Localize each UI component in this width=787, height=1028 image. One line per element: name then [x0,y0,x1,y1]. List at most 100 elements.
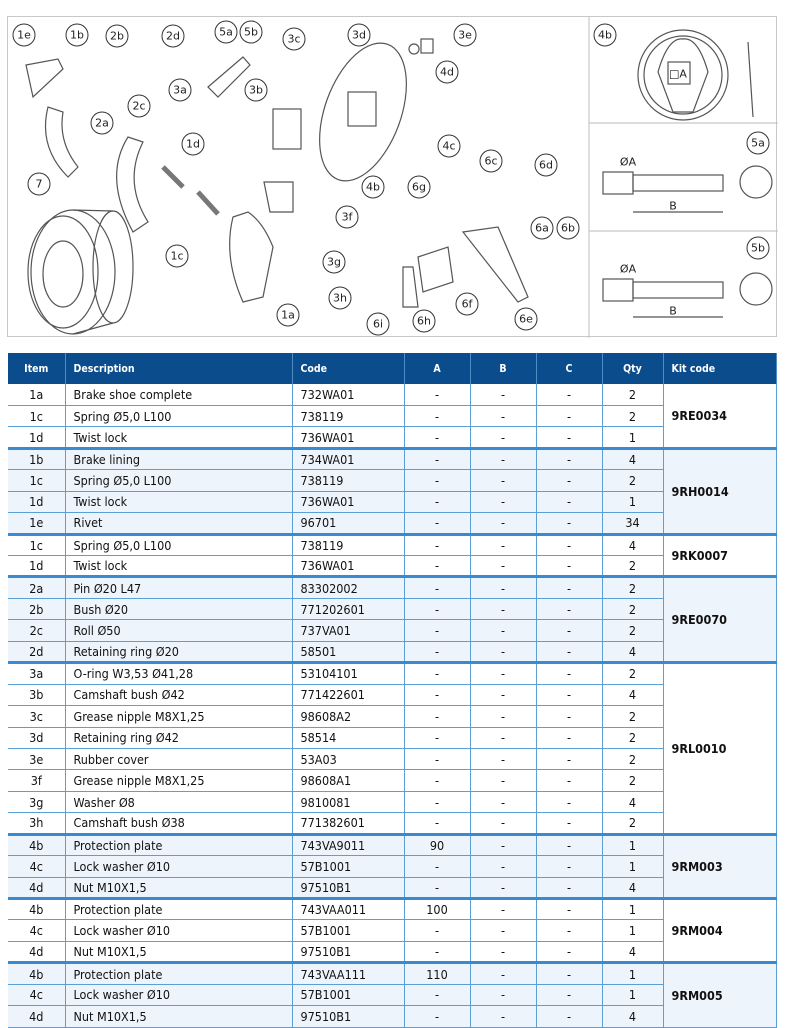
cell-c: - [536,661,603,685]
callout-6h: 6h [412,309,436,333]
cell-b: - [470,384,537,406]
cell-description: Bush Ø20 [65,598,293,621]
callout-6a: 6a [530,216,554,240]
table-row: 3c Grease nipple M8X1,25 98608A2- - -2 [8,705,777,728]
cell-qty: 1 [602,855,664,878]
callout-text: 4c [442,140,455,153]
table-row: 1d Twist lock 736WA01- - -1 [8,491,777,514]
cell-description: Twist lock [65,426,293,449]
callout-text: 6b [561,222,575,235]
cell-qty: 2 [602,748,664,771]
cell-qty: 4 [602,684,664,707]
cell-description: Nut M10X1,5 [65,941,293,964]
cell-b: - [470,855,537,878]
callout-text: 6h [417,315,431,328]
cell-qty: 1 [602,832,664,857]
table-row: 1c Spring Ø5,0 L100 738119- - -4 9RK0007 [8,532,777,578]
callout-6g: 6g [407,175,431,199]
table-row: 3d Retaining ring Ø42 58514- - -2 [8,727,777,749]
table-row: 4d Nut M10X1,5 97510B1- - -4 [8,1005,777,1028]
cell-qty: 1 [602,961,664,985]
cell-c: - [536,941,603,964]
cell-item: 2b [8,598,66,621]
cell-code: 738119 [292,469,405,492]
cell-qty: 2 [602,661,664,685]
cell-a: - [404,491,471,514]
cell-item: 4c [8,919,66,942]
callout-text: 3a [173,84,187,97]
callout-6e: 6e [514,307,538,331]
cell-item: 4b [8,832,66,857]
callout-text: 5a [751,137,765,150]
table-row: 4b Protection plate 743VAA111 110- -1 9RM005 [8,961,777,1028]
callout-text: 5b [244,26,258,39]
callout-2d: 2d [161,24,185,48]
cell-description: O-ring W3,53 Ø41,28 [65,661,293,685]
cell-a: - [404,919,471,942]
callout-6c: 6c [479,149,503,173]
cell-description: Spring Ø5,0 L100 [65,469,293,492]
cell-a: 100 [404,896,471,921]
cell-qty: 4 [602,941,664,964]
callout-6f: 6f [455,292,479,316]
cell-description: Grease nipple M8X1,25 [65,769,293,792]
cell-c: - [536,832,603,857]
cell-a: 110 [404,961,471,985]
callout-text: 6i [373,318,383,331]
cell-qty: 2 [602,575,664,599]
cell-b: - [470,575,537,599]
diagram-drawing: 1e 1b 2b 2d 5a 5b 3c 3d 3e 4d 3a 3b 2c 2a 1d 4c 6c 6d 7 4b 6… [12,17,778,338]
cell-code: 732WA01 [292,384,405,406]
table-row: 2a Pin Ø20 L47 83302002- - -2 9RE0070 [8,575,777,664]
cell-item: 4c [8,984,66,1007]
cell-b: - [470,512,537,535]
table-row: 1c Spring Ø5,0 L100 738119- - -2 [8,469,777,492]
callout-1b: 1b [65,23,89,47]
cell-item: 4b [8,961,66,985]
table-row: 4c Lock washer Ø10 57B1001- - -1 [8,855,777,878]
cell-description: Brake lining [65,446,293,471]
cell-code: 53A03 [292,748,405,771]
cell-item: 3a [8,661,66,685]
cell-c: - [536,469,603,492]
cell-kit-code: 9RM003 [663,832,777,900]
callout-4c: 4c [437,134,461,158]
cell-description: Retaining ring Ø42 [65,727,293,749]
cell-qty: 2 [602,555,664,578]
table-header-row: Item Description Code A B C Qty Kit code [8,353,777,384]
table-row: 4d Nut M10X1,5 97510B1- - -4 [8,941,777,964]
callout-text: 7 [36,178,43,191]
table-row: 4b Protection plate 743VAA011 100- -1 9RM004 [8,896,777,964]
table-row: 3e Rubber cover 53A03- - -2 [8,748,777,771]
cell-c: - [536,855,603,878]
cell-a: - [404,619,471,642]
cell-a: - [404,877,471,900]
cell-code: 771202601 [292,598,405,621]
callout-text: 2a [95,117,109,130]
cell-item: 4c [8,855,66,878]
header-a: A [404,353,471,384]
cell-c: - [536,812,603,835]
cell-a: - [404,575,471,599]
cell-kit-code: 9RE0034 [663,384,777,449]
protection-plate-drawing [319,42,407,182]
table-row: 3f Grease nipple M8X1,25 98608A1- - -2 [8,769,777,792]
table-row: 4c Lock washer Ø10 57B1001- - -1 [8,919,777,942]
cell-b: - [470,791,537,814]
callout-text: 6f [462,298,474,311]
cell-b: - [470,961,537,985]
cell-code: 53104101 [292,661,405,685]
dim-b-5a: B [669,200,677,213]
cell-description: Pin Ø20 L47 [65,575,293,599]
cell-a: - [404,532,471,557]
cell-qty: 4 [602,1005,664,1028]
cell-b: - [470,532,537,557]
cell-b: - [470,469,537,492]
cell-b: - [470,919,537,942]
cell-qty: 4 [602,532,664,557]
cell-kit-code: 9RE0070 [663,575,777,664]
cell-item: 3b [8,684,66,707]
table-row: 4b Protection plate 743VA9011 90- -1 9RM003 [8,832,777,900]
cell-b: - [470,984,537,1007]
cell-kit-code: 9RH0014 [663,446,777,535]
